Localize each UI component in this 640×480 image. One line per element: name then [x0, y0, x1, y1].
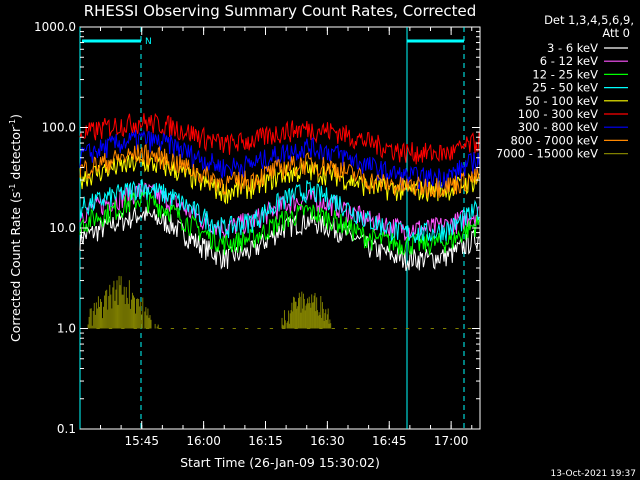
legend-header-line1: Det 1,3,4,5,6,9, [544, 13, 634, 27]
series-line-7 [79, 143, 480, 199]
y-label-end: ) [8, 114, 23, 119]
y-axis-label: Corrected Count Rate (s-1 detector-1) [8, 114, 23, 342]
series-bars-8 [84, 275, 480, 329]
series-line-5 [79, 112, 480, 165]
legend-label: 25 - 50 keV [532, 81, 598, 95]
y-label-sup2: -1 [8, 119, 17, 127]
night-flag-label: N [145, 37, 152, 47]
legend-label: 7000 - 15000 keV [496, 147, 598, 161]
x-tick-label: 16:45 [372, 434, 407, 448]
legend-header-line2: Att 0 [602, 26, 630, 40]
x-axis-label: Start Time (26-Jan-09 15:30:02) [180, 455, 380, 470]
x-tick-label: 16:30 [310, 434, 345, 448]
y-label-sup1: -1 [8, 184, 17, 192]
legend-label: 50 - 100 keV [525, 94, 598, 108]
y-tick-label: 10.0 [49, 221, 76, 235]
y-tick-label: 1.0 [57, 322, 76, 336]
series-line-3 [79, 178, 480, 243]
chart-title: RHESSI Observing Summary Count Rates, Co… [84, 2, 477, 20]
y-tick-label: 1000.0 [34, 20, 76, 34]
legend-label: 800 - 7000 keV [510, 133, 598, 147]
legend-label: 6 - 12 keV [540, 54, 598, 68]
y-axis: 1000.0 100.0 10.0 1.0 0.1 [34, 20, 480, 436]
y-label-main: Corrected Count Rate (s [8, 192, 23, 342]
legend-label: 3 - 6 keV [547, 41, 598, 55]
legend-label: 300 - 800 keV [518, 120, 598, 134]
legend-label: 12 - 25 keV [532, 67, 598, 81]
y-tick-label: 0.1 [57, 422, 76, 436]
y-tick-label: 100.0 [42, 121, 76, 135]
observing-intervals: N [79, 27, 465, 429]
generated-timestamp: 13-Oct-2021 19:37 [551, 469, 636, 479]
legend-label: 100 - 300 keV [518, 107, 598, 121]
y-label-mid: detector [8, 126, 23, 184]
x-tick-label: 16:00 [186, 434, 221, 448]
series-line-0 [79, 206, 480, 271]
x-axis: 15:45 16:00 16:15 16:30 16:45 17:00 [99, 27, 473, 448]
series-layer [79, 112, 480, 329]
x-tick-label: 17:00 [434, 434, 469, 448]
x-tick-label: 16:15 [248, 434, 283, 448]
x-tick-label: 15:45 [124, 434, 159, 448]
